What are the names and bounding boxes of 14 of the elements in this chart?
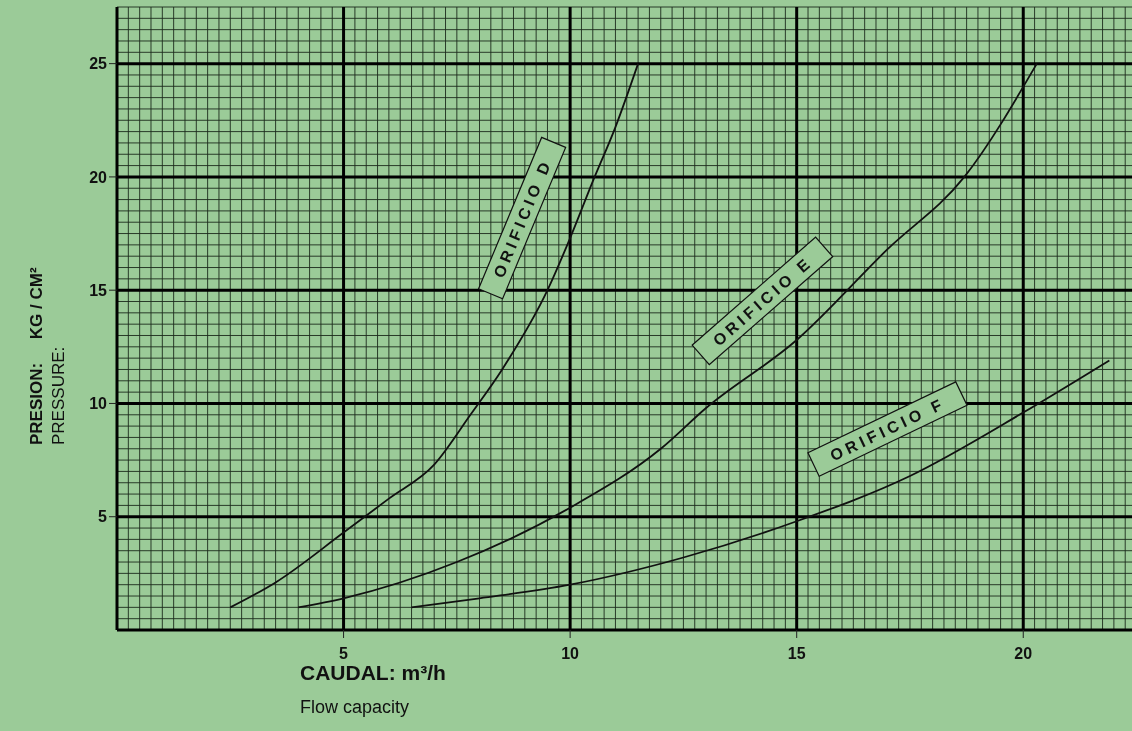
x-tick-label: 15 (787, 645, 806, 663)
y-tick-label: 10 (89, 395, 108, 413)
line-series (297, 62, 1038, 609)
x-axis-title: CAUDAL: m³/h Flow capacity (300, 661, 446, 717)
x-tick-label: 10 (561, 645, 580, 663)
y-tick-label: 20 (89, 168, 108, 186)
y-tick-label: 25 (89, 55, 108, 73)
y-axis-title: PRESION: KG / CM² PRESSURE: (27, 267, 68, 445)
line-series (229, 62, 639, 609)
line-series (410, 359, 1111, 609)
y-tick-label: 5 (98, 508, 108, 526)
x-tick-label: 5 (339, 645, 349, 663)
x-tick-label: 20 (1014, 645, 1033, 663)
y-tick-label: 15 (89, 281, 108, 299)
